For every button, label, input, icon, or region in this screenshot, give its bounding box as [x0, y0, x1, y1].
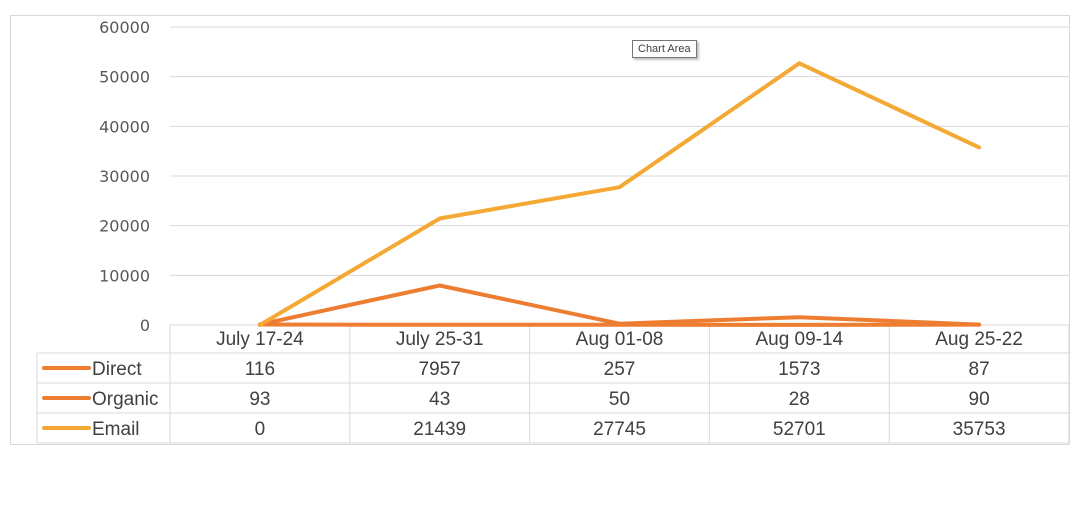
data-table-value: 7957 [419, 359, 461, 380]
data-table-value: 116 [245, 359, 275, 380]
chart-area[interactable] [10, 15, 1070, 445]
data-table-value: 21439 [413, 419, 466, 440]
data-table-value: 43 [429, 389, 450, 410]
legend-label-organic: Organic [92, 389, 159, 410]
data-table-value: 1573 [778, 359, 820, 380]
series-line-direct [257, 283, 982, 327]
y-tick-label: 60000 [99, 18, 150, 37]
data-table-value: 35753 [953, 419, 1006, 440]
y-tick-label: 20000 [99, 217, 150, 236]
data-table-value: 50 [609, 389, 630, 410]
data-table-value: 90 [969, 389, 990, 410]
data-table-value: 27745 [593, 419, 646, 440]
data-table-value: 28 [789, 389, 810, 410]
category-label: July 17-24 [216, 329, 304, 350]
chart-area-tooltip: Chart Area [632, 40, 697, 58]
legend-label-email: Email [92, 419, 140, 440]
legend-label-direct: Direct [92, 359, 142, 380]
category-label: Aug 25-22 [935, 329, 1023, 350]
data-table-value: 52701 [773, 419, 826, 440]
category-label: Aug 01-08 [576, 329, 664, 350]
y-tick-label: 50000 [99, 68, 150, 87]
y-tick-label: 10000 [99, 266, 150, 285]
data-table-value: 0 [255, 419, 266, 440]
category-label: Aug 09-14 [755, 329, 843, 350]
y-tick-label: 40000 [99, 117, 150, 136]
data-table-value: 257 [604, 359, 636, 380]
series-line-email [257, 61, 982, 327]
data-table-value: 87 [969, 359, 990, 380]
y-tick-label: 0 [140, 316, 150, 335]
category-label: July 25-31 [396, 329, 484, 350]
data-table-value: 93 [249, 389, 270, 410]
y-tick-label: 30000 [99, 167, 150, 186]
